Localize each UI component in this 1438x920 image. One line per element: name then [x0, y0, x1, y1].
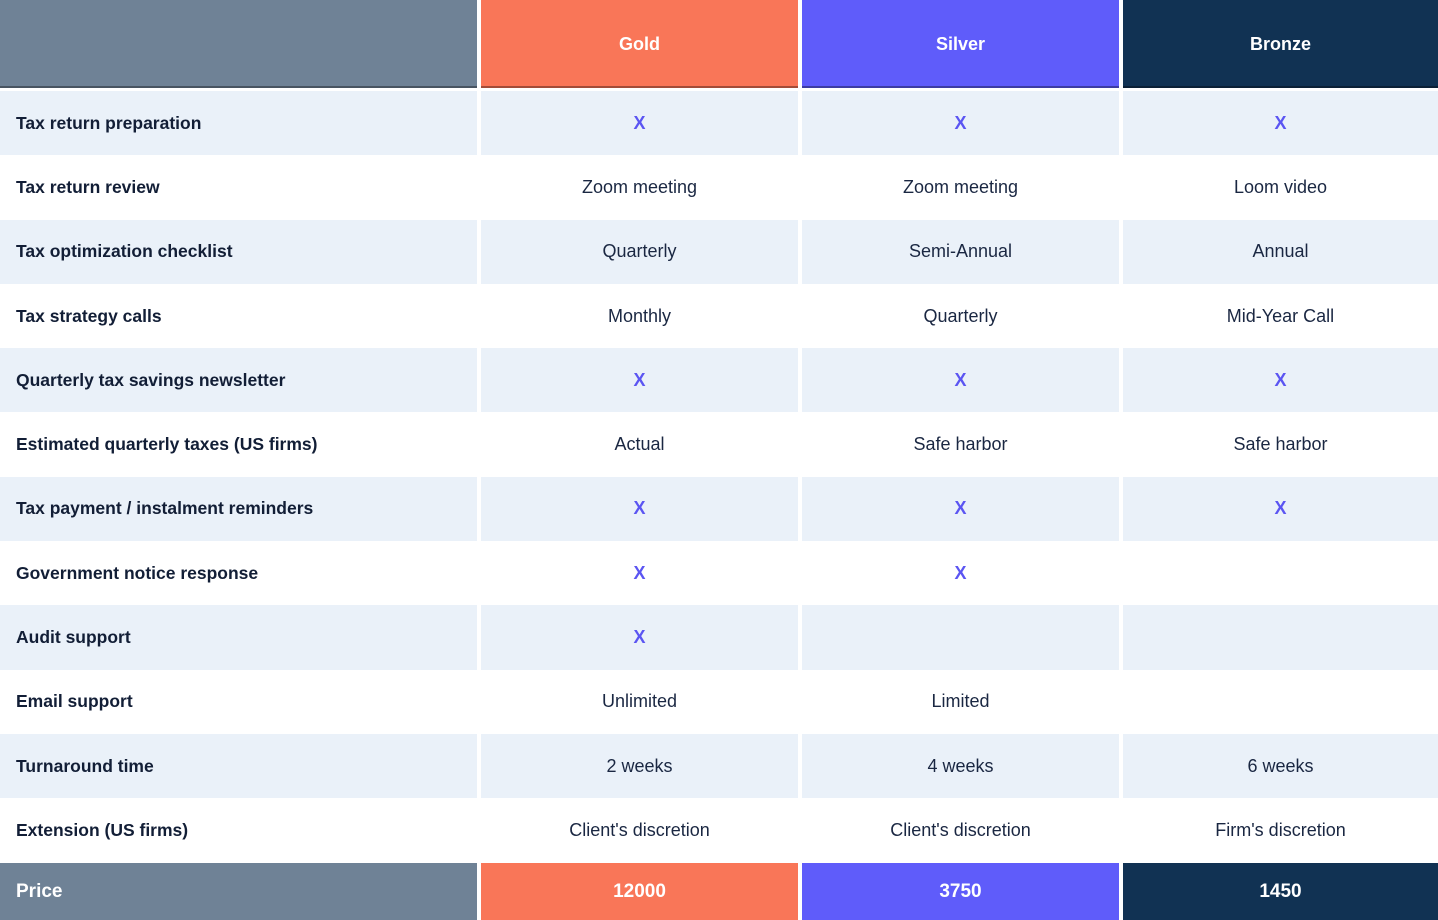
bronze-value — [1123, 670, 1438, 734]
silver-value: X — [802, 91, 1119, 156]
table-row: Extension (US firms) Client's discretion… — [0, 798, 1438, 862]
table-row: Turnaround time 2 weeks 4 weeks 6 weeks — [0, 733, 1438, 799]
gold-value: 2 weeks — [481, 733, 798, 799]
feature-label: Extension (US firms) — [16, 819, 189, 840]
gold-value: X — [481, 91, 798, 156]
table-row: Tax return preparation X X X — [0, 91, 1438, 156]
bronze-value: X — [1123, 348, 1438, 413]
bronze-value: Loom video — [1233, 176, 1328, 197]
silver-value: Zoom meeting — [902, 176, 1019, 197]
column-header-bronze: Bronze — [1123, 0, 1438, 88]
gold-value: X — [633, 562, 646, 583]
column-header-gold: Gold — [481, 0, 798, 88]
bronze-value: X — [1123, 476, 1438, 542]
silver-value: Client's discretion — [890, 819, 1031, 840]
column-header-silver: Silver — [802, 0, 1119, 88]
bronze-value: X — [1123, 91, 1438, 156]
gold-price: 12000 — [481, 862, 798, 920]
silver-value — [802, 605, 1119, 670]
bronze-value: Safe harbor — [1233, 434, 1328, 455]
table-footer-row: Price 12000 3750 1450 — [0, 862, 1438, 920]
table-row: Tax return review Zoom meeting Zoom meet… — [0, 155, 1438, 219]
bronze-value: 6 weeks — [1123, 733, 1438, 799]
feature-label: Email support — [16, 691, 133, 712]
feature-label: Tax return review — [16, 176, 160, 197]
silver-value: X — [802, 348, 1119, 413]
silver-value: X — [954, 562, 967, 583]
table-row: Tax payment / instalment reminders X X X — [0, 476, 1438, 542]
bronze-value — [1123, 605, 1438, 670]
bronze-value: Annual — [1123, 219, 1438, 284]
bronze-value: Firm's discretion — [1215, 819, 1346, 840]
bronze-value — [1123, 541, 1438, 605]
feature-label: Turnaround time — [0, 733, 477, 799]
feature-label: Tax optimization checklist — [0, 219, 477, 284]
silver-value: 4 weeks — [802, 733, 1119, 799]
bronze-price: 1450 — [1123, 862, 1438, 920]
table-row: Government notice response X X — [0, 541, 1438, 605]
gold-value: Monthly — [607, 305, 672, 326]
feature-label: Tax payment / instalment reminders — [0, 476, 477, 542]
corner-cell — [0, 0, 477, 88]
feature-label: Estimated quarterly taxes (US firms) — [16, 434, 318, 455]
silver-value: Semi-Annual — [802, 219, 1119, 284]
feature-label: Audit support — [0, 605, 477, 670]
feature-label: Quarterly tax savings newsletter — [0, 348, 477, 413]
feature-label: Tax strategy calls — [16, 305, 162, 326]
table-header-row: Gold Silver Bronze — [0, 0, 1438, 88]
feature-label: Tax return preparation — [0, 91, 477, 156]
gold-value: Zoom meeting — [581, 176, 698, 197]
gold-value: Quarterly — [481, 219, 798, 284]
gold-value: X — [481, 605, 798, 670]
table-row: Tax strategy calls Monthly Quarterly Mid… — [0, 284, 1438, 348]
table-row: Estimated quarterly taxes (US firms) Act… — [0, 412, 1438, 476]
gold-value: Unlimited — [601, 691, 678, 712]
table-row: Audit support X — [0, 605, 1438, 670]
table-row: Tax optimization checklist Quarterly Sem… — [0, 219, 1438, 284]
silver-value: Limited — [931, 691, 990, 712]
silver-value: X — [802, 476, 1119, 542]
table-row: Email support Unlimited Limited — [0, 670, 1438, 734]
gold-value: X — [481, 476, 798, 542]
bronze-value: Mid-Year Call — [1226, 305, 1335, 326]
gold-value: X — [481, 348, 798, 413]
gold-value: Client's discretion — [569, 819, 710, 840]
price-label: Price — [0, 862, 477, 920]
silver-value: Quarterly — [923, 305, 998, 326]
silver-value: Safe harbor — [913, 434, 1008, 455]
table-row: Quarterly tax savings newsletter X X X — [0, 348, 1438, 413]
feature-label: Government notice response — [16, 562, 259, 583]
silver-price: 3750 — [802, 862, 1119, 920]
gold-value: Actual — [614, 434, 665, 455]
